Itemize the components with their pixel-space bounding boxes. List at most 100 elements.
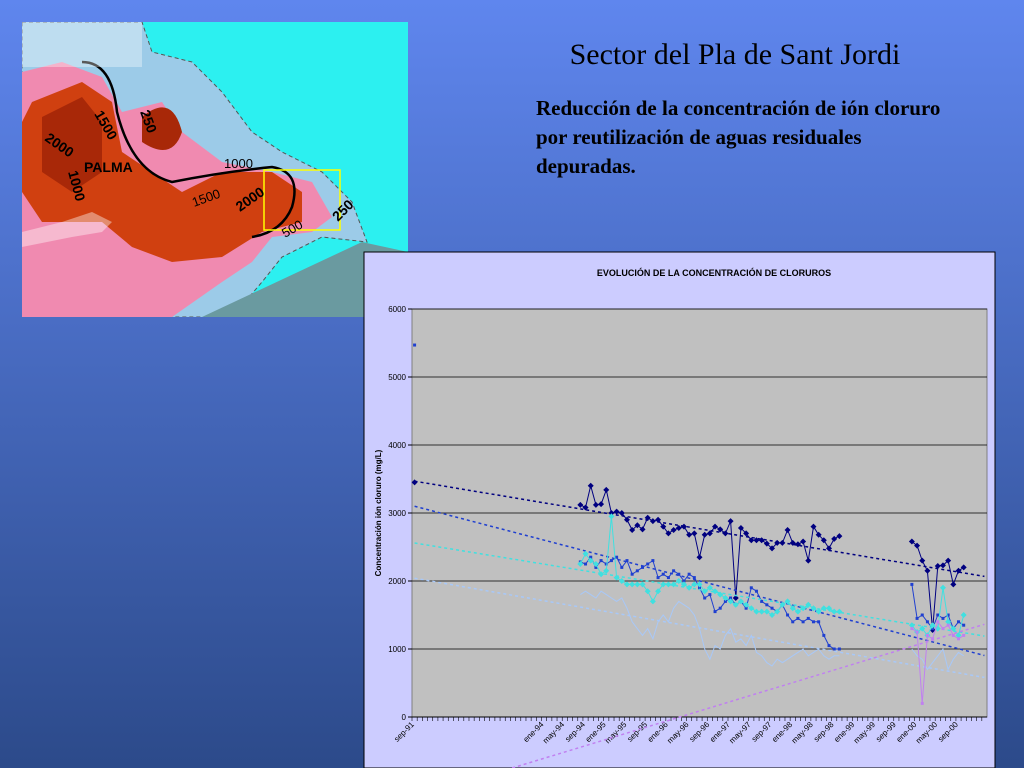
point	[836, 533, 843, 540]
point	[623, 516, 630, 523]
point	[749, 586, 753, 590]
point	[769, 612, 776, 618]
point	[789, 539, 796, 546]
point	[925, 633, 929, 637]
point	[915, 630, 919, 634]
point	[945, 557, 952, 564]
point	[608, 513, 615, 520]
point	[748, 537, 755, 544]
point	[649, 518, 656, 525]
point	[686, 531, 693, 538]
point	[727, 598, 734, 605]
point	[826, 545, 833, 552]
point	[753, 537, 760, 544]
map-label: 1000	[224, 156, 253, 171]
point	[925, 620, 929, 624]
point	[919, 625, 926, 632]
point	[692, 576, 696, 580]
point	[634, 522, 641, 529]
zone-2000	[42, 97, 102, 192]
point	[908, 622, 915, 629]
point	[603, 486, 610, 493]
point	[682, 579, 686, 583]
point	[831, 535, 838, 542]
point	[661, 572, 665, 576]
point	[737, 524, 744, 531]
point	[779, 601, 786, 608]
point	[666, 576, 670, 580]
point	[732, 601, 739, 608]
point	[687, 572, 691, 576]
point	[774, 539, 781, 546]
point	[806, 616, 810, 620]
point	[810, 605, 817, 612]
point	[801, 620, 805, 624]
trend-line	[414, 505, 985, 657]
point	[723, 599, 727, 603]
point	[960, 564, 967, 571]
map: 250 1500 2000 PALMA 1000 1000 1500 2000 …	[22, 22, 408, 317]
point	[620, 565, 624, 569]
point	[800, 538, 807, 545]
point	[665, 581, 672, 588]
trend-line	[414, 542, 985, 637]
point	[670, 527, 677, 533]
point	[941, 616, 945, 620]
y-tick-label: 1000	[388, 645, 406, 654]
point	[950, 581, 957, 588]
point	[577, 501, 584, 508]
point	[618, 578, 625, 584]
point	[758, 608, 765, 615]
point	[644, 588, 651, 595]
point	[599, 559, 603, 563]
point	[701, 588, 708, 595]
point	[817, 620, 821, 624]
point	[753, 608, 760, 615]
point	[727, 518, 734, 525]
point	[675, 578, 682, 584]
point	[670, 581, 677, 588]
point	[919, 557, 926, 564]
point	[675, 524, 682, 531]
point	[712, 523, 719, 530]
point	[929, 622, 936, 629]
point	[936, 613, 940, 617]
point	[957, 620, 961, 624]
point	[837, 647, 841, 651]
point	[677, 572, 681, 576]
point	[786, 613, 790, 617]
point	[910, 627, 914, 631]
point	[686, 584, 693, 591]
point	[955, 632, 962, 639]
point	[784, 598, 791, 605]
point	[589, 555, 593, 559]
series-line	[580, 590, 964, 671]
point	[936, 620, 940, 624]
point	[827, 644, 831, 648]
point	[644, 514, 651, 521]
point	[939, 562, 946, 569]
point	[703, 596, 707, 600]
point	[815, 608, 822, 615]
point	[717, 591, 724, 598]
point	[598, 501, 605, 508]
point	[603, 567, 610, 574]
point	[945, 618, 952, 625]
point	[769, 545, 776, 552]
point	[758, 537, 765, 544]
point	[820, 605, 827, 612]
point	[582, 504, 589, 511]
point	[831, 608, 838, 615]
point	[411, 479, 418, 486]
land-se	[202, 242, 408, 317]
point	[920, 701, 924, 705]
hatch-zone	[22, 22, 142, 67]
point	[413, 343, 417, 347]
y-tick-label: 4000	[388, 441, 406, 450]
point	[604, 562, 608, 566]
point	[655, 516, 662, 523]
point	[774, 608, 781, 615]
y-tick-label: 3000	[388, 509, 406, 518]
point	[722, 595, 729, 601]
point	[914, 542, 921, 549]
